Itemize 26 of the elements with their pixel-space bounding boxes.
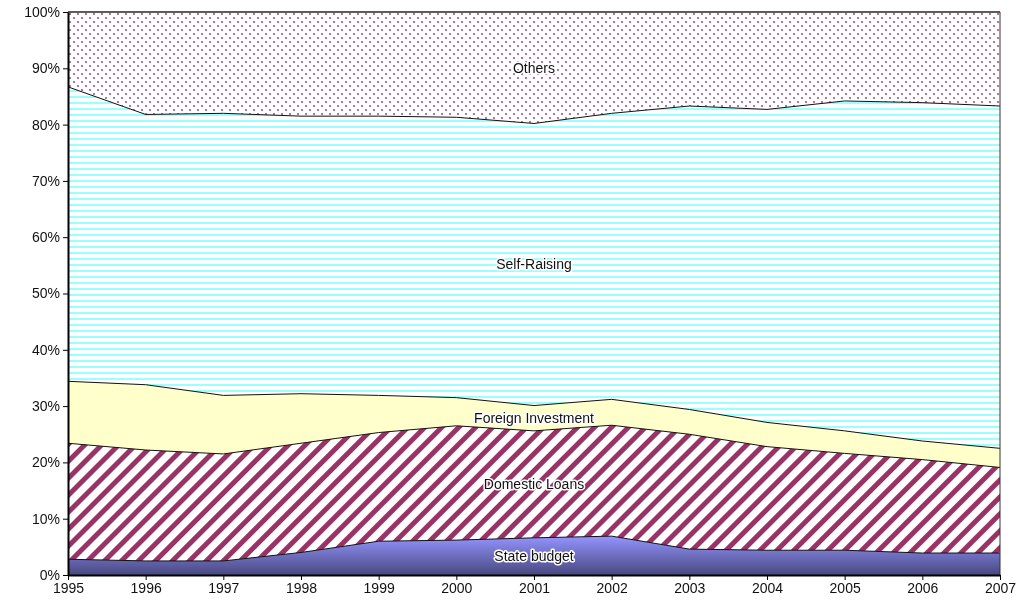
y-tick-label: 50% bbox=[31, 285, 60, 302]
series-label: Foreign Investment bbox=[474, 410, 595, 427]
y-tick-label: 10% bbox=[31, 510, 60, 527]
y-tick-label: 80% bbox=[31, 116, 60, 133]
y-tick-label: 70% bbox=[31, 172, 60, 189]
x-tick-label: 2006 bbox=[907, 579, 939, 596]
x-tick-label: 2002 bbox=[596, 579, 628, 596]
x-tick-label: 2005 bbox=[829, 579, 861, 596]
x-tick-label: 2007 bbox=[984, 579, 1017, 596]
y-tick-label: 40% bbox=[31, 341, 60, 358]
x-tick-label: 1999 bbox=[363, 579, 395, 596]
x-tick-label: 1996 bbox=[130, 579, 162, 596]
y-tick-label: 90% bbox=[31, 60, 60, 77]
x-tick-label: 2001 bbox=[518, 579, 551, 596]
series-label: Self-Raising bbox=[496, 256, 572, 273]
y-tick-label: 30% bbox=[31, 398, 60, 415]
x-tick-label: 2003 bbox=[674, 579, 706, 596]
series-label: Others bbox=[512, 59, 556, 76]
series-label: State budget bbox=[494, 548, 574, 565]
x-tick-label: 1998 bbox=[285, 579, 318, 596]
x-tick-label: 2004 bbox=[751, 579, 784, 596]
x-tick-label: 2000 bbox=[441, 579, 473, 596]
y-tick-label: 60% bbox=[31, 229, 60, 246]
y-tick-label: 100% bbox=[24, 3, 60, 20]
x-tick-label: 1997 bbox=[208, 579, 240, 596]
y-tick-label: 20% bbox=[31, 454, 60, 471]
